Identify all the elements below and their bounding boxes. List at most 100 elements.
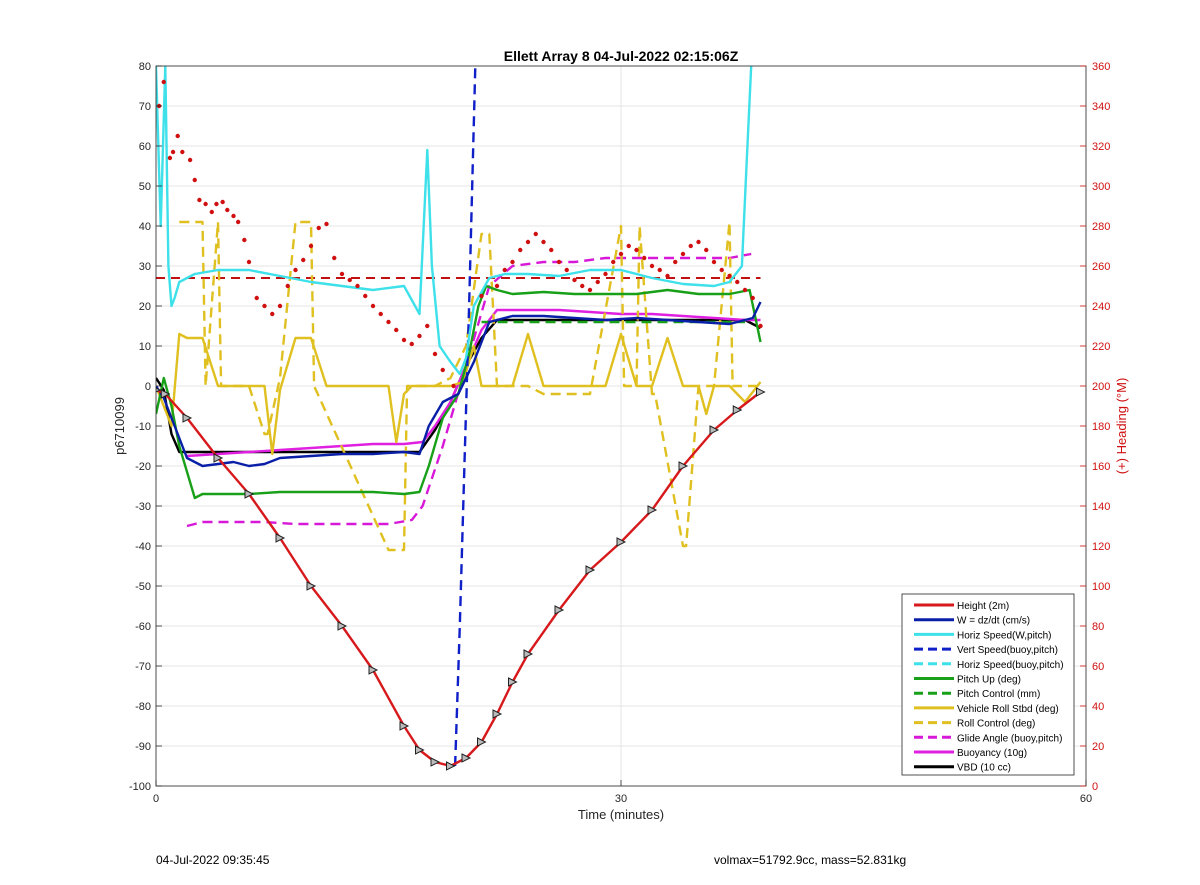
height-marker <box>477 737 487 747</box>
y-right-tick-label: 300 <box>1092 181 1110 193</box>
heading-point <box>525 239 531 245</box>
heading-point <box>533 231 538 237</box>
height-marker <box>182 413 193 423</box>
height-marker <box>678 461 689 471</box>
y-right-tick-label: 0 <box>1092 781 1098 793</box>
heading-point <box>347 277 352 283</box>
height-marker <box>156 387 162 393</box>
series-line-vbd-10-cc <box>156 318 762 454</box>
footer-volmax-mass: volmax=51792.9cc, mass=52.831kg <box>714 853 907 867</box>
y-tick-label: -20 <box>135 461 151 473</box>
heading-point <box>719 267 724 273</box>
y-right-tick-label: 340 <box>1092 101 1110 113</box>
legend-label: Vert Speed(buoy,pitch) <box>957 645 1058 656</box>
height-marker <box>430 757 441 767</box>
heading-point <box>270 311 275 317</box>
height-marker <box>554 605 565 615</box>
heading-point <box>394 327 399 333</box>
y-right-tick-label: 280 <box>1092 221 1110 233</box>
heading-point <box>696 239 701 245</box>
heading-point <box>642 255 647 261</box>
height-marker <box>337 621 348 631</box>
heading-point <box>603 271 608 277</box>
heading-point <box>587 287 593 293</box>
heading-point <box>246 259 252 265</box>
heading-point <box>572 277 577 283</box>
heading-point <box>711 259 717 265</box>
footer-timestamp: 04-Jul-2022 09:35:45 <box>156 853 270 867</box>
heading-point <box>339 271 345 277</box>
y-tick-label: -70 <box>135 661 151 673</box>
y-tick-label: 50 <box>139 181 151 193</box>
legend-label: Pitch Up (deg) <box>957 675 1021 686</box>
heading-point <box>192 177 197 183</box>
heading-point <box>235 219 241 225</box>
y-right-tick-label: 240 <box>1092 301 1110 313</box>
y-tick-label: 80 <box>139 61 151 73</box>
heading-point <box>626 243 631 249</box>
legend-label: Vehicle Roll Stbd (deg) <box>957 704 1059 715</box>
height-marker <box>709 425 720 435</box>
series-line-height-2m <box>156 388 762 768</box>
height-marker <box>306 581 317 591</box>
y-axis-label: p6710099 <box>112 397 127 455</box>
heading-point <box>425 323 430 329</box>
heading-point <box>432 351 438 357</box>
legend: Height (2m) W = dz/dt (cm/s) Horiz Speed(W… <box>901 593 1075 776</box>
plot-series <box>156 66 766 771</box>
heading-point <box>324 221 329 227</box>
legend-label: Buoyancy (10g) <box>957 748 1027 759</box>
y-tick-label: 0 <box>145 381 151 393</box>
heading-point <box>386 319 391 325</box>
chart-title: Ellett Array 8 04-Jul-2022 02:15:06Z <box>504 48 739 64</box>
heading-point <box>316 225 321 231</box>
heading-point <box>242 237 247 243</box>
height-marker <box>508 677 518 687</box>
heading-point <box>378 311 383 317</box>
y-right-tick-label: 100 <box>1092 581 1110 593</box>
legend-label: Horiz Speed(buoy,pitch) <box>957 660 1064 671</box>
heading-point <box>355 283 360 289</box>
y-right-tick-label: 260 <box>1092 261 1110 273</box>
legend-label: Roll Control (deg) <box>957 719 1035 730</box>
legend-label: Pitch Control (mm) <box>957 689 1040 700</box>
heading-point <box>214 201 219 207</box>
height-marker <box>616 537 627 547</box>
heading-point <box>293 267 298 273</box>
heading-point <box>502 267 507 273</box>
height-marker <box>461 753 472 763</box>
height-marker <box>213 453 224 463</box>
heading-point <box>479 293 484 299</box>
heading-point <box>727 273 732 279</box>
heading-point <box>595 279 600 285</box>
y-right-tick-label: 140 <box>1092 501 1110 513</box>
legend-label: Horiz Speed(W,pitch) <box>957 630 1051 641</box>
y-tick-label: -30 <box>135 501 151 513</box>
heading-point <box>688 243 693 249</box>
heading-point <box>618 251 624 257</box>
y-right-tick-label: 40 <box>1092 701 1104 713</box>
x-tick-label: 0 <box>153 793 159 805</box>
series-line-pitch-up-deg <box>156 284 762 500</box>
heading-point <box>611 259 616 265</box>
heading-point <box>363 293 368 299</box>
axis-ticks: -100-90-80-70-60-50-40-30-20-10010203040… <box>129 61 1110 805</box>
heading-point <box>308 243 314 249</box>
height-marker <box>492 709 503 719</box>
heading-point <box>665 273 670 279</box>
heading-point <box>549 247 554 253</box>
height-marker <box>160 389 171 399</box>
series-line-roll-control-deg <box>179 220 761 552</box>
heading-point <box>680 251 686 257</box>
heading-point <box>170 149 176 155</box>
heading-point <box>209 209 214 215</box>
y-tick-label: 20 <box>139 301 151 313</box>
heading-point <box>197 197 202 203</box>
heading-point <box>556 259 562 265</box>
heading-point <box>161 79 166 85</box>
legend-label: VBD (10 cc) <box>957 763 1011 774</box>
height-marker <box>523 649 534 659</box>
height-marker <box>399 721 410 731</box>
heading-point <box>220 199 225 205</box>
